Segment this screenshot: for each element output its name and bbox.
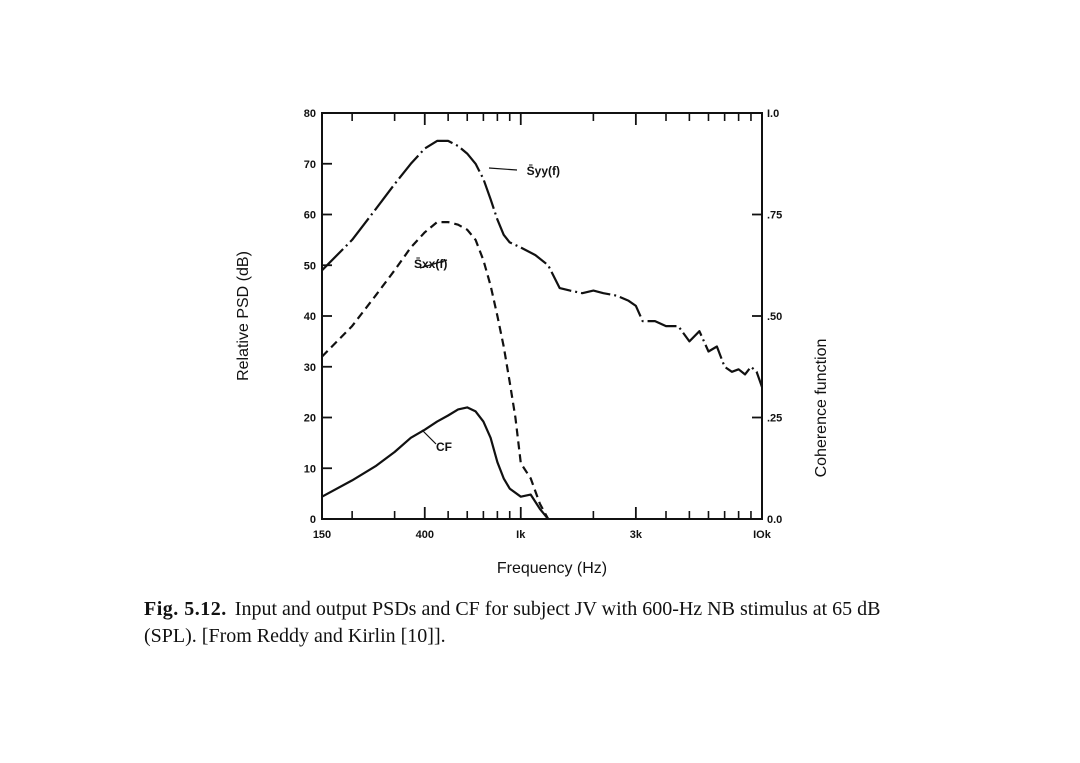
y-tick-label: 30 [304, 362, 316, 374]
y2-tick-label: .75 [767, 210, 782, 222]
caption-label: Fig. 5.12. [144, 598, 227, 620]
label-layer: 150 400 Ik 3k IOk 0 10 20 30 40 50 60 70 80 0.0 .25 .50.… [235, 108, 830, 577]
x-tick-label: 150 [313, 529, 331, 541]
y-tick-label: 20 [304, 413, 316, 425]
series-layer [321, 139, 764, 520]
y-tick-label: 50 [304, 260, 316, 272]
y-axis-label: Relative PSD (dB) [235, 251, 252, 381]
cf-line [321, 406, 550, 520]
y-tick-label: 60 [304, 210, 316, 222]
x-tick-label: Ik [516, 529, 526, 541]
y-tick-label: 80 [304, 108, 316, 120]
syy-line [321, 139, 764, 388]
y2-tick-label: I.0 [767, 108, 779, 120]
x-tick-label: 3k [630, 529, 643, 541]
y2-tick-label: .25 [767, 413, 782, 425]
y-tick-label: 70 [304, 159, 316, 171]
series-leader-line [488, 167, 518, 171]
sxx-line [321, 221, 550, 520]
series-leader-line [421, 429, 437, 445]
sxx-label: S̄xx(f) [414, 257, 447, 271]
plot-axes [321, 112, 763, 520]
caption-text: Input and output PSDs and CF for subject… [144, 598, 881, 647]
y-tick-label: 10 [304, 463, 316, 475]
figure-caption: Fig. 5.12. Input and output PSDs and CF f… [144, 596, 934, 650]
y2-axis-label: Coherence function [813, 339, 830, 478]
x-axis-label: Frequency (Hz) [497, 560, 607, 577]
series-leader-line [419, 259, 448, 269]
y-tick-label: 40 [304, 311, 316, 323]
x-tick-label: 400 [416, 529, 434, 541]
x-tick-label: IOk [753, 529, 772, 541]
y-tick-label: 0 [310, 514, 316, 526]
cf-label: CF [436, 440, 452, 454]
y2-tick-label: .50 [767, 311, 782, 323]
syy-label: S̄yy(f) [527, 164, 560, 178]
y2-tick-label: 0.0 [767, 514, 782, 526]
